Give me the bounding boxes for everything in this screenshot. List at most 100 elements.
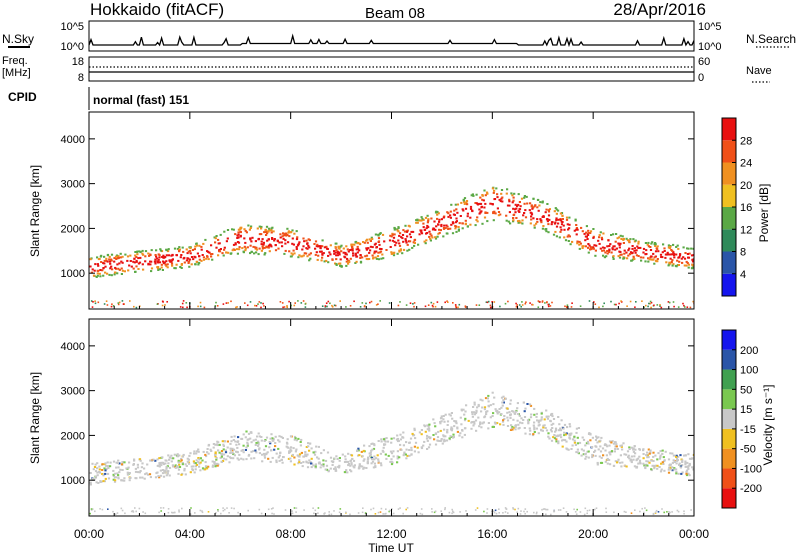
- echo-cell: [174, 464, 177, 467]
- echo-cell: [302, 245, 305, 248]
- ground-echo-cell: [575, 513, 578, 515]
- echo-cell: [346, 248, 349, 251]
- echo-cell: [683, 257, 687, 260]
- echo-cell: [686, 262, 689, 265]
- echo-cell: [126, 259, 129, 262]
- echo-cell: [107, 467, 110, 469]
- echo-cell: [571, 438, 575, 441]
- echo-cell: [432, 228, 436, 230]
- echo-cell: [102, 267, 105, 269]
- echo-cell: [631, 247, 634, 250]
- ground-echo-cell: [272, 507, 274, 509]
- echo-cell: [244, 449, 247, 451]
- echo-cell: [102, 480, 105, 483]
- ground-echo-cell: [478, 304, 481, 306]
- echo-cell: [305, 455, 308, 458]
- echo-cell: [576, 240, 579, 243]
- echo-cell: [518, 414, 521, 417]
- echo-cell: [190, 263, 193, 266]
- echo-cell: [316, 243, 319, 246]
- echo-cell: [463, 413, 466, 416]
- echo-cell: [212, 446, 215, 449]
- echo-cell: [286, 442, 289, 445]
- echo-cell: [471, 411, 474, 414]
- echo-cell: [185, 259, 188, 262]
- echo-cell: [308, 246, 311, 249]
- echo-cell: [379, 452, 382, 455]
- echo-cell: [167, 250, 170, 253]
- echo-cell: [96, 467, 99, 470]
- echo-cell: [207, 444, 210, 447]
- echo-cell: [648, 461, 651, 464]
- colorbar-swatch: [722, 448, 736, 469]
- echo-cell: [255, 248, 259, 251]
- echo-cell: [158, 261, 162, 264]
- ground-echo-cell: [258, 508, 261, 511]
- echo-cell: [473, 420, 476, 423]
- echo-cell: [378, 243, 381, 246]
- echo-cell: [225, 251, 228, 254]
- echo-cell: [242, 251, 245, 254]
- echo-cell: [284, 242, 287, 245]
- echo-cell: [509, 399, 512, 402]
- echo-cell: [656, 260, 659, 263]
- echo-cell: [268, 441, 271, 443]
- echo-cell: [637, 240, 640, 243]
- ground-echo-cell: [457, 306, 459, 309]
- ground-echo-cell: [424, 305, 427, 308]
- echo-cell: [523, 202, 526, 205]
- echo-cell: [215, 457, 218, 459]
- echo-cell: [578, 441, 582, 444]
- echo-cell: [333, 252, 336, 255]
- echo-cell: [437, 212, 440, 215]
- echo-cell: [601, 249, 604, 252]
- echo-cell: [252, 439, 255, 442]
- echo-cell: [599, 247, 602, 250]
- echo-cell: [688, 462, 691, 465]
- echo-cell: [569, 243, 572, 246]
- echo-cell: [103, 255, 106, 258]
- echo-cell: [407, 240, 410, 243]
- ground-echo-cell: [181, 507, 183, 510]
- echo-cell: [511, 194, 514, 197]
- ground-echo-cell: [377, 303, 379, 305]
- echo-cell: [445, 224, 448, 227]
- echo-cell: [302, 237, 305, 240]
- echo-cell: [450, 203, 453, 206]
- echo-cell: [524, 216, 528, 219]
- ground-echo-cell: [550, 513, 552, 516]
- echo-cell: [161, 256, 164, 258]
- echo-cell: [361, 465, 364, 468]
- echo-cell: [552, 422, 555, 425]
- echo-cell: [106, 461, 109, 464]
- echo-cell: [487, 400, 490, 403]
- echo-cell: [411, 432, 414, 435]
- echo-cell: [533, 407, 536, 410]
- echo-cell: [653, 256, 656, 259]
- echo-cell: [397, 239, 400, 242]
- echo-cell: [587, 246, 590, 249]
- echo-cell: [206, 448, 209, 450]
- echo-cell: [517, 413, 520, 415]
- echo-cell: [623, 252, 626, 255]
- echo-cell: [446, 424, 449, 426]
- echo-cell: [157, 269, 160, 271]
- echo-cell: [407, 224, 410, 227]
- echo-cell: [421, 217, 424, 220]
- echo-cell: [591, 446, 594, 448]
- echo-cell: [165, 466, 168, 468]
- echo-cell: [620, 444, 623, 447]
- echo-cell: [167, 248, 170, 251]
- echo-cell: [214, 455, 217, 458]
- echo-cell: [323, 246, 326, 249]
- echo-cell: [575, 227, 578, 229]
- echo-cell: [650, 258, 653, 261]
- echo-cell: [452, 222, 455, 225]
- echo-cell: [287, 457, 290, 460]
- echo-cell: [314, 247, 317, 250]
- echo-cell: [632, 255, 635, 258]
- echo-cell: [594, 439, 598, 441]
- ground-echo-cell: [338, 511, 341, 514]
- echo-cell: [636, 245, 639, 248]
- echo-cell: [440, 218, 443, 221]
